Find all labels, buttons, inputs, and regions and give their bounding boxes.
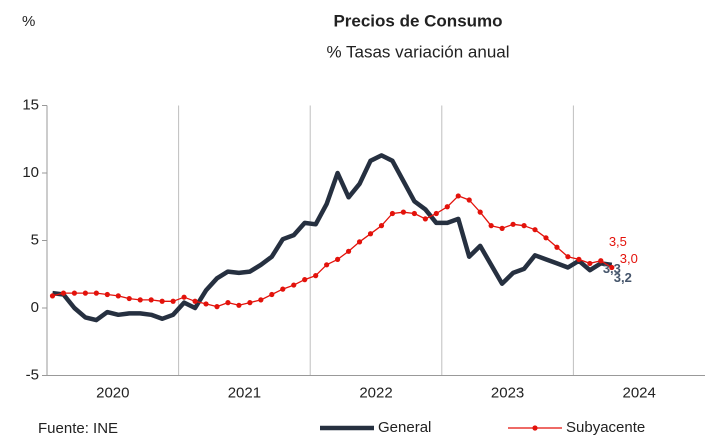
point: [335, 256, 341, 262]
point: [609, 264, 615, 271]
point: [159, 298, 165, 304]
point: [477, 209, 483, 215]
point: [93, 290, 99, 296]
x-tick-label: 2024: [623, 384, 656, 401]
point: [356, 239, 363, 245]
point: [236, 302, 242, 308]
point: [532, 227, 538, 233]
point: [302, 277, 308, 283]
point: [324, 262, 330, 268]
x-tick-label: 2022: [359, 384, 392, 401]
chart-title: Precios de Consumo: [333, 11, 502, 30]
point: [115, 293, 121, 299]
point: [181, 294, 187, 300]
legend-label: General: [378, 419, 431, 436]
point: [565, 254, 571, 260]
point: [71, 290, 78, 296]
data-label: 3,5: [609, 234, 627, 249]
point: [82, 290, 88, 296]
legend-marker: [532, 425, 538, 431]
chart-subtitle: % Tasas variación anual: [326, 42, 509, 61]
y-axis-label: %: [22, 13, 35, 30]
point: [367, 231, 374, 237]
point: [543, 235, 549, 241]
x-tick-label: 2021: [228, 384, 261, 401]
point: [313, 273, 319, 279]
x-tick-label: 2020: [96, 384, 129, 401]
point: [598, 258, 604, 264]
point: [576, 256, 582, 262]
series-line: [52, 153, 613, 323]
point: [389, 210, 396, 217]
point: [225, 300, 231, 306]
point: [126, 295, 132, 302]
point: [291, 282, 297, 288]
point: [466, 197, 472, 203]
point: [137, 297, 143, 303]
point: [345, 248, 352, 254]
point: [170, 298, 176, 304]
point: [499, 225, 505, 231]
point: [554, 244, 560, 250]
point: [378, 223, 385, 229]
point: [104, 291, 110, 298]
y-tick-label: 10: [22, 164, 39, 181]
legend-label: Subyacente: [566, 419, 645, 436]
point: [455, 193, 461, 199]
data-label: 3,2: [614, 270, 632, 285]
y-tick-label: 15: [22, 96, 39, 113]
point: [60, 290, 67, 296]
point: [444, 204, 450, 210]
data-label: 3,0: [620, 251, 638, 266]
point: [247, 300, 253, 306]
point: [422, 216, 428, 222]
point: [280, 286, 286, 292]
point: [148, 297, 154, 303]
point: [521, 223, 527, 229]
point: [269, 291, 275, 298]
y-tick-label: 5: [31, 231, 39, 248]
point: [192, 298, 198, 304]
x-tick-label: 2023: [491, 384, 524, 401]
point: [587, 260, 593, 267]
point: [510, 221, 516, 227]
point: [214, 304, 220, 310]
series-line: [52, 195, 613, 308]
y-tick-label: 0: [31, 299, 39, 316]
point: [433, 210, 439, 217]
point: [258, 297, 264, 303]
point: [488, 223, 494, 229]
point: [411, 210, 417, 217]
source-note: Fuente: INE: [38, 420, 118, 437]
point: [203, 301, 209, 307]
y-tick-label: -5: [26, 366, 39, 383]
point: [49, 293, 56, 299]
point: [400, 209, 407, 215]
